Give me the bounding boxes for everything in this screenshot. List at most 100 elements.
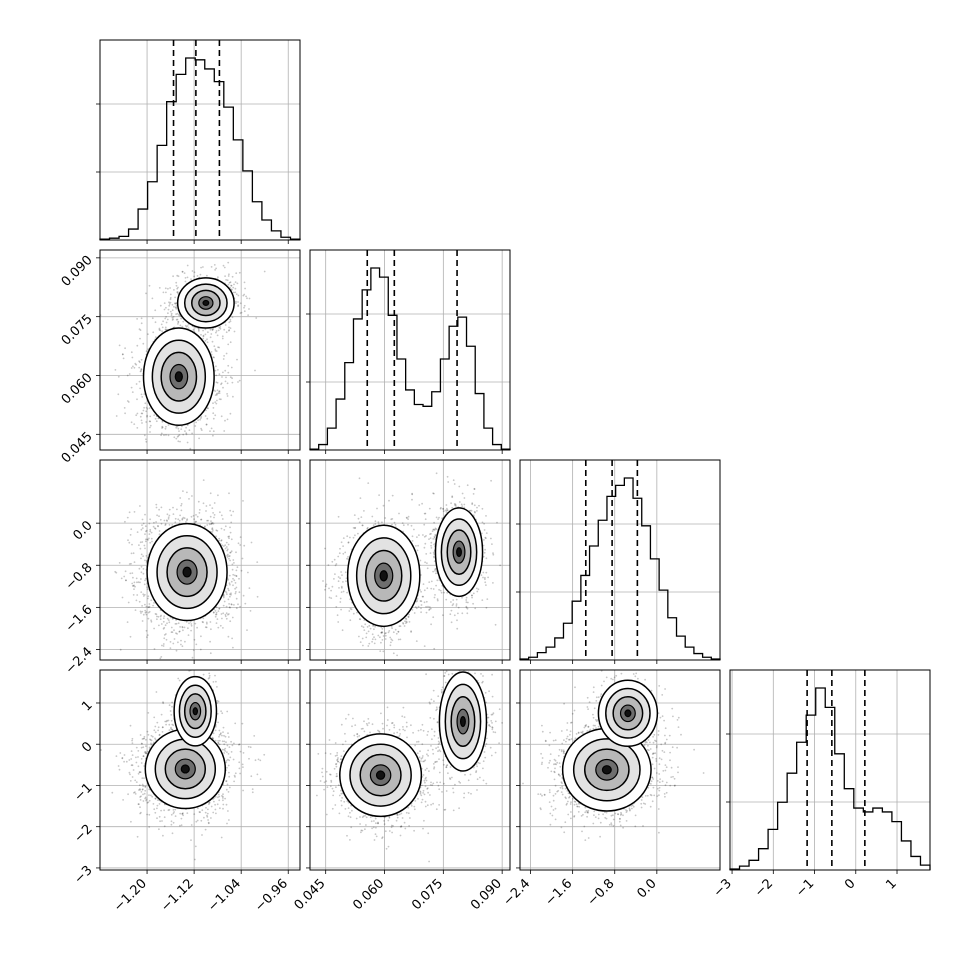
scatter-point — [173, 305, 175, 308]
scatter-point — [187, 327, 190, 329]
scatter-point — [220, 383, 222, 386]
scatter-point — [227, 635, 230, 638]
scatter-point — [225, 612, 228, 615]
scatter-point — [210, 628, 212, 631]
scatter-point — [215, 330, 218, 332]
scatter-point — [145, 292, 147, 295]
scatter-point — [235, 597, 238, 600]
scatter-point — [442, 510, 445, 513]
scatter-point — [216, 334, 219, 337]
scatter-point — [174, 517, 177, 520]
scatter-point — [215, 365, 217, 368]
scatter-point — [195, 520, 198, 523]
scatter-point — [231, 377, 234, 380]
scatter-point — [213, 345, 216, 348]
scatter-point — [218, 326, 221, 329]
scatter-point — [224, 380, 227, 383]
scatter-point — [235, 302, 237, 305]
scatter-point — [132, 585, 135, 587]
scatter-point — [236, 566, 239, 569]
scatter-point — [248, 297, 251, 300]
scatter-point — [135, 383, 138, 385]
scatter-point — [222, 371, 224, 374]
scatter-point — [209, 328, 212, 331]
scatter-point — [151, 297, 154, 300]
scatter-point — [227, 275, 230, 277]
scatter-point — [223, 430, 226, 432]
scatter-point — [202, 479, 205, 481]
scatter-point — [135, 599, 138, 602]
scatter-point — [188, 429, 191, 432]
scatter-point — [243, 304, 246, 307]
scatter-point — [158, 624, 160, 627]
scatter-point — [225, 376, 227, 379]
scatter-point — [221, 337, 224, 340]
scatter-point — [222, 545, 225, 547]
panel-frame — [99, 459, 301, 661]
scatter-point — [176, 633, 179, 635]
scatter-point — [150, 599, 153, 602]
y-tick-label: 0.090 — [59, 253, 96, 290]
scatter-point — [202, 335, 205, 338]
scatter-point — [214, 269, 217, 271]
scatter-point — [228, 321, 231, 324]
scatter-point — [158, 327, 161, 330]
scatter-point — [140, 528, 143, 531]
scatter-point — [193, 275, 196, 278]
scatter-point — [167, 424, 170, 426]
scatter-point — [210, 523, 212, 526]
contour-level — [174, 371, 183, 383]
scatter-point — [227, 343, 230, 346]
scatter-point — [359, 641, 362, 643]
scatter-point — [404, 620, 406, 623]
scatter-point — [165, 638, 168, 641]
scatter-point — [226, 279, 229, 282]
scatter-point — [200, 417, 202, 420]
scatter-point — [228, 557, 230, 560]
scatter-point — [402, 622, 405, 625]
scatter-point — [170, 626, 173, 629]
scatter-point — [250, 541, 253, 544]
scatter-point — [171, 631, 174, 633]
scatter-point — [163, 626, 166, 629]
scatter-point — [210, 520, 212, 522]
scatter-point — [140, 317, 143, 320]
scatter-point — [142, 342, 145, 345]
scatter-point — [153, 602, 155, 604]
scatter-point — [231, 381, 234, 384]
panel-1-1 — [306, 249, 511, 454]
scatter-point — [218, 390, 221, 393]
scatter-point — [181, 663, 183, 665]
scatter-point — [154, 527, 156, 529]
scatter-point — [159, 518, 162, 521]
scatter-point — [233, 579, 236, 582]
scatter-point — [213, 264, 216, 266]
scatter-point — [229, 551, 232, 554]
y-tick-label: 0.0 — [70, 518, 95, 543]
scatter-point — [334, 573, 336, 575]
scatter-point — [142, 593, 145, 596]
scatter-point — [204, 415, 207, 417]
scatter-point — [138, 360, 141, 363]
scatter-point — [236, 358, 238, 361]
scatter-point — [227, 589, 230, 592]
scatter-point — [193, 271, 196, 274]
scatter-point — [238, 591, 241, 594]
scatter-point — [181, 270, 184, 273]
scatter-point — [226, 395, 229, 397]
scatter-point — [160, 323, 163, 326]
scatter-point — [140, 412, 143, 415]
scatter-point — [131, 543, 133, 546]
scatter-point — [175, 306, 178, 309]
scatter-point — [371, 638, 374, 641]
scatter-point — [144, 402, 147, 405]
scatter-point — [237, 301, 239, 303]
scatter-point — [140, 322, 143, 325]
scatter-point — [242, 294, 245, 297]
contour-level — [182, 566, 192, 578]
scatter-point — [135, 363, 138, 366]
scatter-point — [167, 287, 169, 290]
scatter-point — [215, 613, 218, 616]
scatter-point — [218, 607, 221, 610]
scatter-point — [220, 382, 223, 385]
